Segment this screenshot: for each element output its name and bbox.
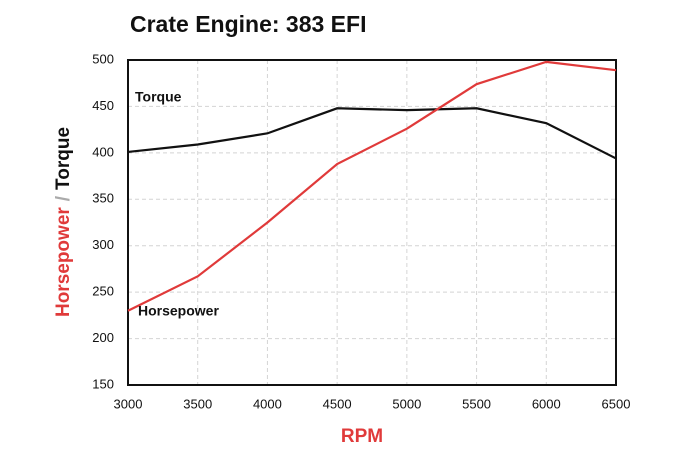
y-tick-label: 450 bbox=[92, 98, 114, 113]
plot-frame bbox=[127, 59, 617, 386]
x-axis-label: RPM bbox=[341, 426, 383, 447]
x-tick-label: 5000 bbox=[392, 396, 421, 411]
chart-title: Crate Engine: 383 EFI bbox=[130, 11, 366, 37]
x-tick-label: 4000 bbox=[253, 396, 282, 411]
x-tick-label: 4500 bbox=[323, 396, 352, 411]
x-tick-label: 6500 bbox=[602, 396, 631, 411]
series-line bbox=[127, 107, 617, 160]
x-tick-label: 6000 bbox=[532, 396, 561, 411]
y-tick-label: 350 bbox=[92, 191, 114, 206]
y-axis-label-part: / bbox=[53, 195, 74, 201]
series-line bbox=[127, 60, 617, 312]
x-tick-label: 3500 bbox=[183, 396, 212, 411]
y-tick-label: 200 bbox=[92, 330, 114, 345]
y-axis-label-part: Torque bbox=[53, 127, 74, 190]
y-axis-label: Horsepower / Torque bbox=[53, 127, 74, 317]
y-tick-label: 500 bbox=[92, 51, 114, 66]
x-tick-label: 5500 bbox=[462, 396, 491, 411]
y-tick-label: 400 bbox=[92, 144, 114, 159]
x-tick-label: 3000 bbox=[114, 396, 143, 411]
series-label: Torque bbox=[135, 89, 182, 105]
y-tick-label: 300 bbox=[92, 237, 114, 252]
series-label: Horsepower bbox=[138, 303, 219, 319]
y-tick-label: 250 bbox=[92, 284, 114, 299]
y-tick-label: 150 bbox=[92, 376, 114, 391]
y-axis-label-part: Horsepower bbox=[53, 207, 74, 317]
